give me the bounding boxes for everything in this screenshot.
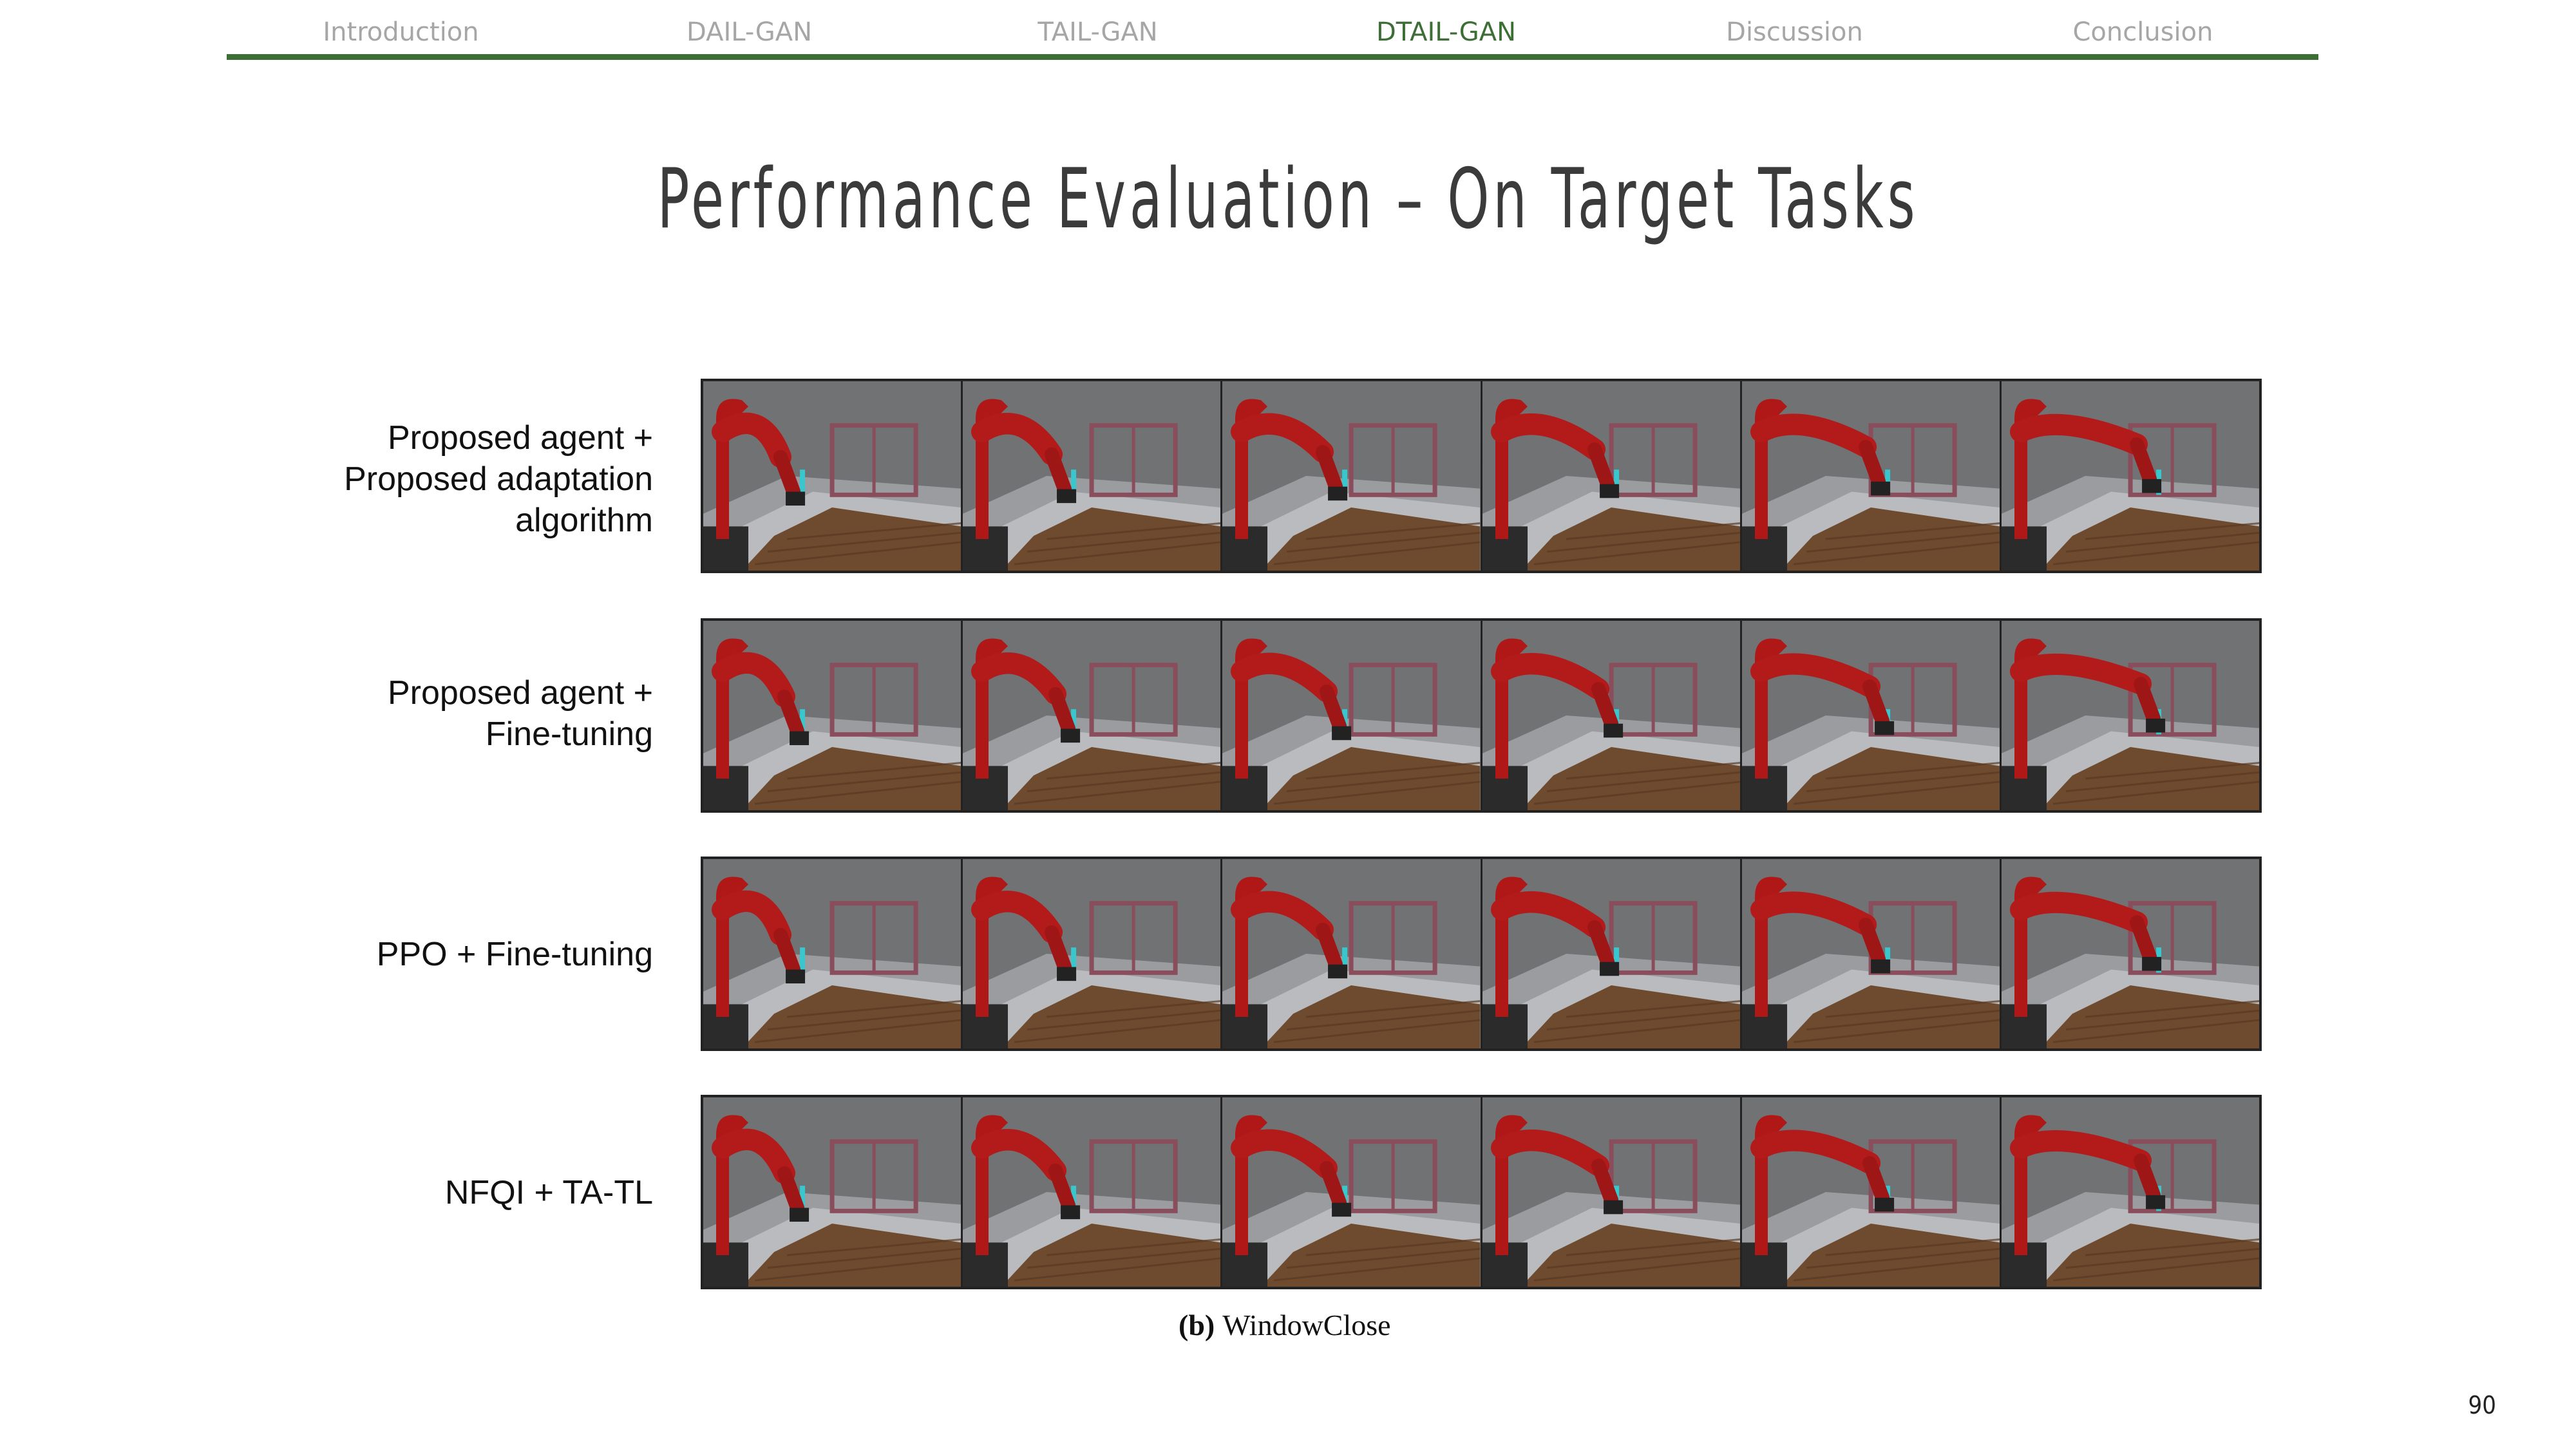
simulation-frame-image <box>963 381 1223 571</box>
nav-item-dtail-gan[interactable]: DTAIL-GAN <box>1376 17 1517 47</box>
simulation-frame-image <box>703 859 963 1048</box>
row-label-nfqi: NFQI + TA-TL <box>445 1172 653 1213</box>
simulation-frame-image <box>703 621 963 810</box>
simulation-frame-image <box>1482 859 1742 1048</box>
nav-item-introduction[interactable]: Introduction <box>323 17 479 47</box>
nav-item-dail-gan[interactable]: DAIL-GAN <box>686 17 813 47</box>
caption-prefix: (b) <box>1179 1309 1215 1341</box>
simulation-frame-image <box>963 621 1223 810</box>
simulation-frame-image <box>1222 859 1482 1048</box>
section-nav: Introduction DAIL-GAN TAIL-GAN DTAIL-GAN… <box>227 8 2318 57</box>
simulation-frame-image <box>2001 381 2260 571</box>
row-label-ppo: PPO + Fine-tuning <box>377 934 653 975</box>
figure-caption: (b) WindowClose <box>1179 1307 1391 1343</box>
simulation-frame-image <box>963 859 1223 1048</box>
simulation-frame-image <box>703 1097 963 1287</box>
simulation-frame-image <box>1482 621 1742 810</box>
frame-strip-row-4 <box>701 1095 2262 1289</box>
simulation-frame-image <box>703 381 963 571</box>
simulation-frame-image <box>2001 859 2260 1048</box>
row-label-line: Proposed agent + <box>388 674 653 712</box>
row-label-line: Fine-tuning <box>485 715 653 753</box>
nav-item-tail-gan[interactable]: TAIL-GAN <box>1037 17 1158 47</box>
simulation-frame-image <box>1741 859 2002 1048</box>
row-label-line: PPO + Fine-tuning <box>376 936 653 973</box>
simulation-frame-image <box>963 1097 1223 1287</box>
simulation-frame-image <box>2001 621 2260 810</box>
slide-title: Performance Evaluation – On Target Tasks <box>657 151 1919 247</box>
row-label-line: Proposed agent + <box>388 419 653 457</box>
simulation-frame-image <box>2001 1097 2260 1287</box>
frame-strip-row-1 <box>701 379 2262 573</box>
simulation-frame-image <box>1482 1097 1742 1287</box>
simulation-frame-image <box>1482 381 1742 571</box>
row-label-proposed-adaptation: Proposed agent + Proposed adaptation alg… <box>344 417 653 541</box>
simulation-frame-image <box>1741 1097 2002 1287</box>
simulation-frame-image <box>1222 381 1482 571</box>
row-label-line: NFQI + TA-TL <box>444 1174 653 1211</box>
simulation-frame-image <box>1741 621 2002 810</box>
simulation-frame-image <box>1222 1097 1482 1287</box>
page-number: 90 <box>2468 1391 2497 1419</box>
simulation-frame-image <box>1741 381 2002 571</box>
frame-strip-row-2 <box>701 618 2262 813</box>
nav-item-discussion[interactable]: Discussion <box>1726 17 1863 47</box>
row-label-line: Proposed adaptation <box>344 460 653 498</box>
row-label-line: algorithm <box>515 502 653 539</box>
simulation-frame-image <box>1222 621 1482 810</box>
caption-text: WindowClose <box>1222 1309 1391 1341</box>
nav-item-conclusion[interactable]: Conclusion <box>2072 17 2213 47</box>
nav-underline <box>227 54 2318 60</box>
row-label-fine-tuning: Proposed agent + Fine-tuning <box>388 672 653 755</box>
frame-strip-row-3 <box>701 857 2262 1051</box>
